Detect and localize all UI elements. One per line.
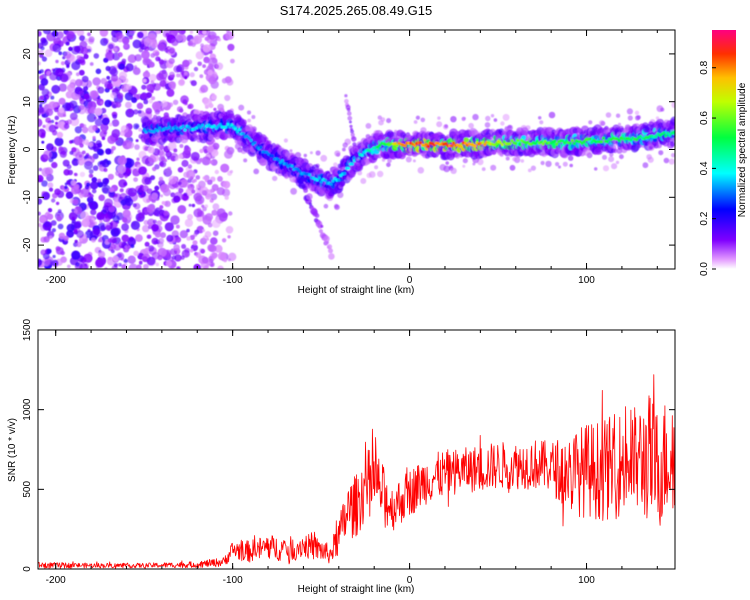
spectrogram-ylabel: Frequency (Hz) bbox=[7, 116, 18, 185]
colorbar-label: Normalized spectral amplitude bbox=[737, 82, 748, 217]
colorbar-gradient bbox=[712, 30, 736, 269]
spectrogram-heatmap bbox=[38, 30, 675, 269]
spectrogram-xlabel: Height of straight line (km) bbox=[298, 285, 415, 296]
spectrogram-xtick-label: 100 bbox=[578, 275, 595, 286]
colorbar-tick-label: 0.4 bbox=[699, 161, 710, 175]
spectrogram-ytick-label: -10 bbox=[22, 190, 33, 205]
snr-xtick-label: 0 bbox=[407, 575, 413, 586]
snr-xlabel: Height of straight line (km) bbox=[298, 584, 415, 595]
spectrogram-ytick-label: 0 bbox=[22, 146, 33, 152]
spectrogram-xtick-label: 0 bbox=[407, 275, 413, 286]
spectrogram-xtick-label: -100 bbox=[223, 275, 243, 286]
spectrogram-ytick-label: 10 bbox=[22, 96, 33, 108]
colorbar: 0.0 0.2 0.4 0.6 0.8 Normalized spectral ampl… bbox=[699, 30, 748, 276]
snr-series-line bbox=[38, 374, 675, 569]
snr-xtick-label: 100 bbox=[578, 575, 595, 586]
snr-frame bbox=[37, 329, 676, 570]
snr-ytick-label: 1500 bbox=[22, 318, 33, 341]
figure-title: S174.2025.265.08.49.G15 bbox=[280, 3, 433, 18]
spectrogram-ytick-label: -20 bbox=[22, 237, 33, 252]
colorbar-tick-label: 0.8 bbox=[699, 60, 710, 74]
colorbar-ticks: 0.0 0.2 0.4 0.6 0.8 bbox=[699, 60, 716, 276]
colorbar-tick-label: 0.0 bbox=[699, 262, 710, 276]
colorbar-tick-label: 0.6 bbox=[699, 111, 710, 125]
spectrogram-xtick-label: -200 bbox=[46, 275, 66, 286]
snr-ytick-label: 500 bbox=[22, 481, 33, 498]
snr-xtick-label: -200 bbox=[46, 575, 66, 586]
snr-ytick-label: 1000 bbox=[22, 398, 33, 421]
snr-xtick-label: -100 bbox=[223, 575, 243, 586]
colorbar-tick-label: 0.2 bbox=[699, 211, 710, 225]
snr-ytick-label: 0 bbox=[22, 566, 33, 572]
snr-ylabel: SNR (10 * v/v) bbox=[7, 418, 18, 482]
spectrogram-ytick-label: 20 bbox=[22, 48, 33, 60]
